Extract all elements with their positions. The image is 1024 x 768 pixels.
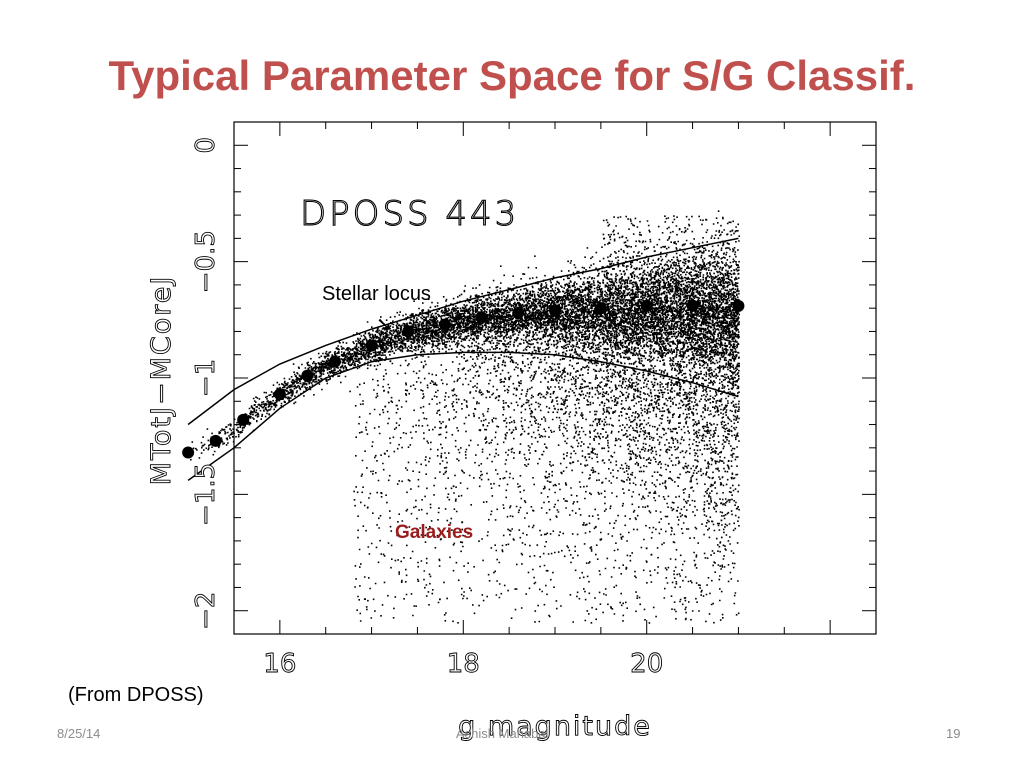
envelope-lines [187, 237, 739, 482]
scatter-points [190, 210, 740, 624]
locus-point [512, 306, 525, 319]
slide-title: Typical Parameter Space for S/G Classif. [108, 52, 916, 99]
locus-point [438, 318, 451, 331]
x-tick-label: 16 [263, 649, 296, 679]
y-axis-label: MTotJ−MCoreJ [146, 275, 177, 486]
locus-point [328, 355, 341, 368]
footer-date: 8/25/14 [57, 726, 101, 741]
locus-point [209, 434, 222, 447]
locus-point [640, 299, 653, 312]
y-tick-label: −1 [191, 359, 221, 397]
locus-point [301, 369, 314, 382]
y-tick-labels: 0 −0.5 −1 −1.5 −2 [191, 137, 222, 631]
lower-envelope-line [187, 351, 739, 482]
chart-title: DPOSS 443 [300, 194, 519, 234]
locus-point [686, 299, 699, 312]
galaxies-label: Galaxies [395, 522, 474, 543]
locus-point [182, 446, 195, 459]
locus-point [549, 304, 561, 317]
locus-point [594, 302, 607, 315]
y-tick-label: −1.5 [191, 463, 221, 526]
locus-point [237, 413, 250, 426]
axis-ticks [234, 122, 876, 634]
locus-point [475, 311, 488, 324]
scatter-point-cloud [190, 210, 740, 624]
footer-page-number: 19 [946, 726, 961, 741]
arrow-icon: ➘ [376, 314, 393, 336]
y-tick-label: 0 [191, 137, 221, 154]
footer-author: Ashish Mahabal [456, 726, 549, 741]
y-tick-label: −0.5 [191, 230, 221, 293]
upper-envelope-line [187, 237, 739, 426]
y-tick-label: −2 [191, 592, 221, 630]
x-tick-label: 20 [630, 649, 663, 679]
locus-point [732, 299, 745, 312]
x-tick-label: 18 [447, 649, 480, 679]
stellar-locus-dots [182, 299, 745, 459]
source-note: (From DPOSS) [68, 684, 204, 706]
locus-point [273, 388, 286, 401]
stellar-locus-label: Stellar locus [322, 283, 431, 305]
locus-point [365, 339, 378, 352]
x-axis-label: g magnitude [458, 711, 652, 742]
locus-point [402, 325, 415, 338]
x-tick-labels: 16 18 20 [263, 649, 664, 680]
